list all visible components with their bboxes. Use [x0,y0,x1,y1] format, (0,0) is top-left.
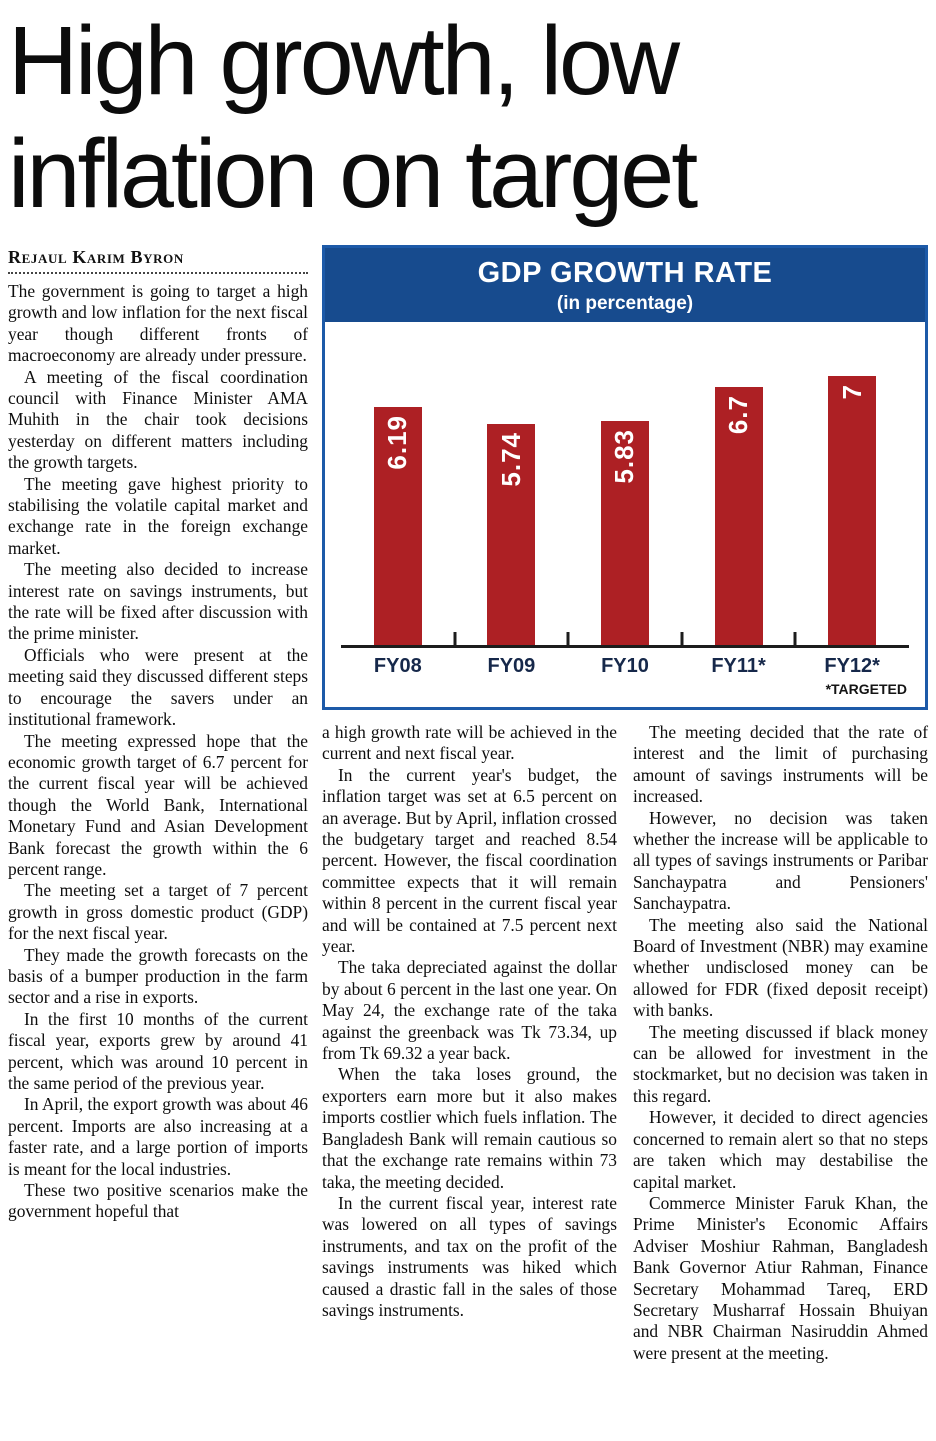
article-column-left: The government is going to target a high… [8,281,308,1223]
paragraph: They made the growth forecasts on the ba… [8,944,308,1008]
gdp-growth-chart: GDP GROWTH RATE (in percentage) 6.19 5.74… [322,244,928,710]
bar-FY10: 5.83 [600,420,649,645]
bar-slot: 5.74 [455,348,569,645]
bar-FY08: 6.19 [373,406,422,645]
article-body: Rejaul Karim Byron The government is goi… [8,244,928,1364]
paragraph: These two positive scenarios make the go… [8,1180,308,1222]
x-axis-label: FY10 [601,654,649,677]
paragraph: The meeting gave highest priority to sta… [8,473,308,558]
article-column-right: The meeting decided that the rate of int… [633,722,928,1364]
axis-tick [453,631,457,645]
x-axis-label: FY11* [711,654,766,677]
paragraph: The taka depreciated against the dollar … [322,957,617,1064]
paragraph: When the taka loses ground, the exporter… [322,1064,617,1192]
chart-header: GDP GROWTH RATE (in percentage) [325,247,925,322]
paragraph: The meeting expressed hope that the econ… [8,730,308,879]
paragraph: a high growth rate will be achieved in t… [322,721,617,764]
byline: Rejaul Karim Byron [8,246,184,267]
chart-title: GDP GROWTH RATE [477,256,773,289]
chart-footnote: *TARGETED [825,680,907,697]
chart-plot: 6.19 5.74 5.83 6.7 7 [341,348,909,648]
axis-tick [793,631,797,645]
article-column-middle: a high growth rate will be achieved in t… [322,722,617,1364]
axis-tick [680,631,684,645]
article-right-area: GDP GROWTH RATE (in percentage) 6.19 5.74… [322,244,928,1364]
x-axis-label: FY12* [824,654,880,677]
byline-separator [8,271,308,275]
paragraph: Officials who were present at the meetin… [8,644,308,730]
paragraph: The government is going to target a high… [8,280,308,366]
article-column-left-wrap: Rejaul Karim Byron The government is goi… [8,245,308,1223]
x-axis-label: FY09 [487,654,536,677]
paragraph: The meeting set a target of 7 percent gr… [8,880,308,944]
bar-slot: 6.19 [341,348,455,645]
paragraph: In the current year's budget, the inflat… [322,764,617,957]
paragraph: However, no decision was taken whether t… [633,807,928,914]
bar-value-label: 5.83 [609,428,640,484]
lower-columns: a high growth rate will be achieved in t… [322,722,928,1364]
x-axis-label: FY08 [373,654,422,677]
bar-value-label: 6.7 [723,394,754,435]
bar-slot: 6.7 [682,348,796,645]
bar-FY12: 7 [828,375,877,645]
headline: High growth, low inflation on target [8,6,698,229]
bar-FY11: 6.7 [714,386,763,645]
paragraph: However, it decided to direct agencies c… [633,1107,928,1192]
paragraph: The meeting discussed if black money can… [633,1021,928,1106]
paragraph: A meeting of the fiscal coordination cou… [8,366,308,473]
paragraph: The meeting decided that the rate of int… [633,721,928,807]
bar-value-label: 7 [836,383,867,400]
bar-FY09: 5.74 [487,423,536,645]
bar-slot: 5.83 [568,348,682,645]
axis-tick [566,631,570,645]
paragraph: In the first 10 months of the current fi… [8,1008,308,1093]
paragraph: The meeting also said the National Board… [633,914,928,1021]
paragraph: Commerce Minister Faruk Khan, the Prime … [633,1192,928,1363]
paragraph: In April, the export growth was about 46… [8,1094,308,1179]
bar-slot: 7 [795,348,909,645]
paragraph: In the current fiscal year, interest rat… [322,1192,617,1320]
chart-subtitle: (in percentage) [556,292,694,314]
paragraph: The meeting also decided to increase int… [8,559,308,644]
chart-x-labels: FY08 FY09 FY10 FY11* FY12* [341,655,909,678]
bar-value-label: 6.19 [382,414,413,470]
bar-value-label: 5.74 [495,431,526,487]
